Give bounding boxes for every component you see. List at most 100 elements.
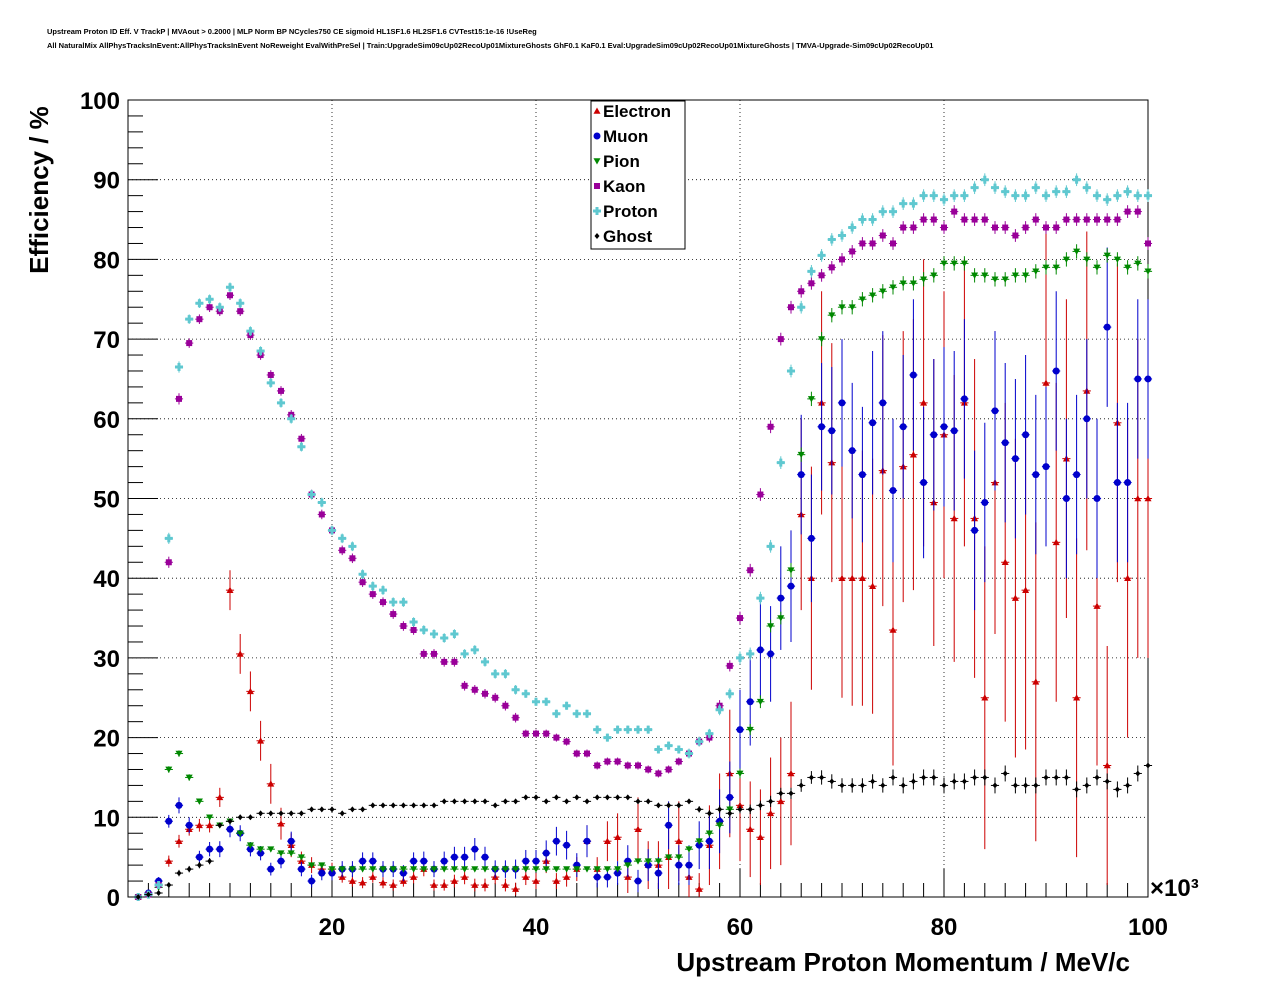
data-point [165,766,173,773]
data-point [410,857,418,865]
data-point [246,687,254,695]
data-point [685,861,693,869]
data-point [787,769,795,777]
data-point [900,782,906,789]
data-point [665,766,672,773]
data-point [205,295,214,304]
data-point [817,251,826,260]
data-point [1073,248,1081,255]
data-point [889,284,897,291]
data-point [237,814,243,821]
data-point [737,806,743,813]
data-point [1124,208,1131,215]
data-point [1001,558,1009,566]
data-point [624,862,632,869]
data-point [603,837,611,845]
data-point [522,857,530,865]
data-point [1144,495,1152,502]
data-point [808,774,814,781]
data-point [654,858,662,865]
data-point [471,845,479,853]
data-point [470,645,479,654]
data-point [1031,183,1040,192]
data-point [1114,216,1121,223]
data-point [838,304,846,311]
data-point [309,806,315,813]
data-point [776,458,785,467]
data-point [461,853,469,861]
data-point [1072,175,1081,184]
data-point [297,865,305,873]
data-point [360,806,366,813]
data-point [756,594,765,603]
data-point [195,798,203,805]
data-point [603,866,611,873]
data-point [756,646,764,654]
data-point [420,650,427,657]
data-point [329,806,335,813]
data-point [869,292,877,299]
data-point [766,542,775,551]
data-point [166,882,172,889]
y-tick-label: 10 [93,805,120,832]
data-points [134,173,1153,901]
legend-marker-proton [593,207,601,215]
data-point [359,879,367,886]
data-point [1103,195,1112,204]
data-point [604,794,610,801]
data-point [1002,224,1009,231]
data-point [338,534,347,543]
legend-box [590,100,686,250]
data-point [1011,455,1019,463]
y-tick-label: 40 [93,566,120,593]
data-point [563,866,571,873]
data-point [961,778,967,785]
data-point [991,276,999,283]
data-point [552,837,560,845]
data-point [267,780,275,787]
data-point [991,183,999,192]
data-point [165,857,173,864]
data-point [409,618,418,627]
data-point [1134,208,1141,215]
data-point [736,726,744,734]
data-point [450,853,458,861]
data-point [879,399,887,407]
y-tick-label: 20 [93,726,120,753]
data-point [1073,694,1081,701]
data-point [696,806,702,813]
data-point [593,725,602,734]
data-point [400,623,407,630]
data-point [746,649,755,658]
y-tick-label: 60 [93,407,120,434]
data-point [430,866,438,873]
data-point [900,224,907,231]
data-point [236,650,244,657]
legend-marker-kaon [594,183,600,189]
data-point [450,877,458,884]
data-point [441,658,448,665]
data-point [257,737,265,744]
data-point [359,579,366,586]
data-point [868,215,877,224]
data-point [317,498,326,507]
series-muon [134,247,1153,901]
data-point [389,598,398,607]
data-point [584,798,590,805]
data-point [226,586,234,593]
data-point [828,427,836,435]
data-point [258,810,264,817]
data-point [308,877,316,885]
data-point [1042,463,1050,471]
data-point [736,801,744,809]
data-point [176,395,182,402]
data-point [420,866,428,873]
data-point [950,191,959,200]
data-point [227,818,233,825]
data-point [522,866,530,873]
data-point [858,296,866,303]
data-point [227,292,233,299]
data-point [318,511,325,518]
data-point [980,175,989,184]
data-point [829,778,835,785]
